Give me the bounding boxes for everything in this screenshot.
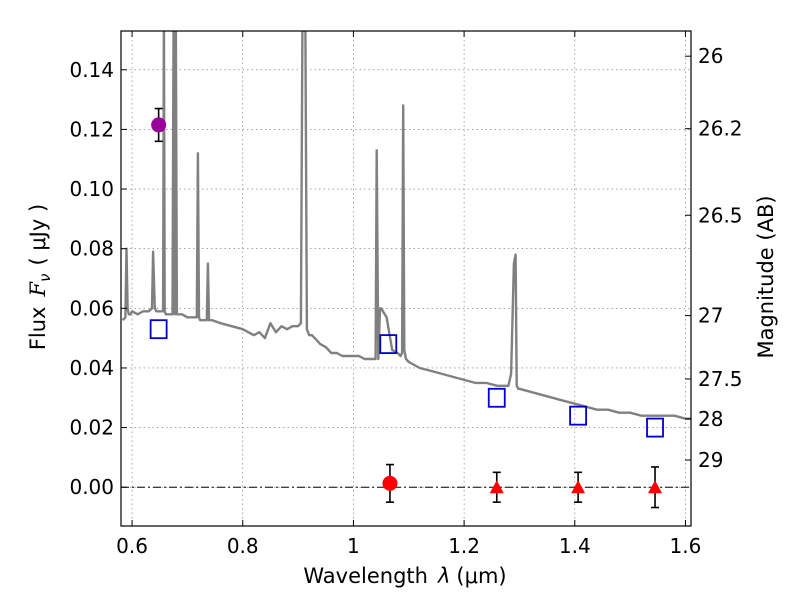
axis-ticks: 0.6 0.8 1 1.2 1.4 1.6 0.00 0.02 0.04 0.06 0.08 0.10… bbox=[69, 31, 743, 558]
x-tick-label: 1.6 bbox=[670, 534, 702, 558]
model-broadband-square bbox=[569, 405, 588, 426]
model-broadband-square bbox=[149, 319, 168, 340]
y2-tick-label: 27.5 bbox=[698, 367, 743, 391]
y-tick-label: 0.12 bbox=[69, 117, 114, 141]
x-tick-label: 0.6 bbox=[116, 534, 148, 558]
y2-tick-label: 28 bbox=[698, 407, 723, 431]
upper-limit-triangle bbox=[648, 480, 663, 494]
y-tick-label: 0.02 bbox=[69, 416, 114, 440]
upper-limit-triangle bbox=[489, 480, 504, 494]
optical-detection-point bbox=[151, 117, 167, 133]
y2-tick-label: 26 bbox=[698, 44, 723, 68]
y2-axis-label: Magnitude (AB) bbox=[754, 195, 778, 358]
x-axis-label: Wavelength λ (μm) bbox=[303, 564, 506, 588]
x-tick-label: 0.8 bbox=[227, 534, 259, 558]
y-tick-label: 0.04 bbox=[69, 356, 114, 380]
y-tick-label: 0.08 bbox=[69, 237, 114, 261]
y-tick-label: 0.00 bbox=[69, 475, 114, 499]
y-tick-label: 0.06 bbox=[69, 296, 114, 320]
x-tick-label: 1.2 bbox=[448, 534, 480, 558]
detection-point bbox=[382, 475, 398, 491]
plot-frame bbox=[120, 30, 692, 527]
x-tick-label: 1 bbox=[347, 534, 360, 558]
y-tick-label: 0.14 bbox=[69, 58, 114, 82]
model-broadband-square bbox=[646, 417, 664, 438]
model-broadband-square bbox=[487, 387, 506, 408]
plot-data bbox=[121, 31, 691, 509]
model-broadband-square bbox=[379, 334, 398, 355]
y2-tick-label: 26.5 bbox=[698, 203, 743, 227]
model-spectrum-line bbox=[121, 31, 691, 420]
y2-tick-label: 29 bbox=[698, 448, 723, 472]
y2-tick-label: 26.2 bbox=[698, 117, 743, 141]
x-tick-label: 1.4 bbox=[559, 534, 591, 558]
y-axis-label: FluxFν( μJy ) bbox=[26, 204, 54, 350]
y2-tick-label: 27 bbox=[698, 304, 723, 328]
y-tick-label: 0.10 bbox=[69, 177, 114, 201]
upper-limit-triangle bbox=[571, 480, 586, 494]
